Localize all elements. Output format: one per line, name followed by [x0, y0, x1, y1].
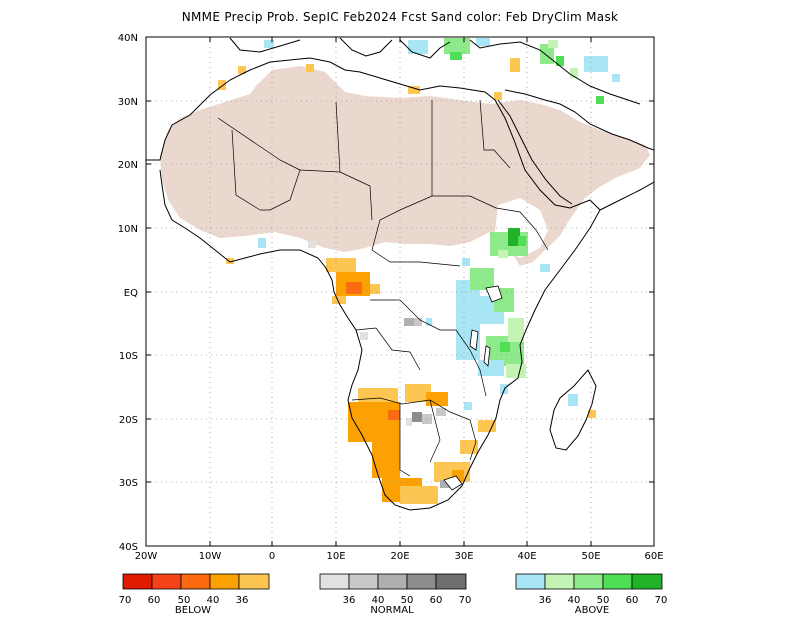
legend-tick: 36	[539, 595, 552, 606]
legend-swatch	[319, 573, 350, 590]
legend-tick: 50	[401, 595, 414, 606]
legend-swatch	[435, 573, 467, 590]
lat-label: 20N	[118, 160, 138, 171]
legend-tick: 60	[626, 595, 639, 606]
legend-swatch	[180, 573, 211, 590]
lat-label: EQ	[124, 288, 138, 299]
coastlines	[146, 37, 654, 511]
lat-label: 20S	[119, 415, 138, 426]
lon-label: 10E	[326, 551, 345, 562]
legend-swatch	[602, 573, 633, 590]
legend-tick: 60	[430, 595, 443, 606]
legend-swatch	[348, 573, 379, 590]
legend-normal: 36 40 50 60 70 NORMAL	[319, 573, 472, 616]
longitude-labels: 20W 10W 0 10E 20E 30E 40E 50E 60E	[135, 551, 664, 562]
legend-tick: 50	[597, 595, 610, 606]
legend-tick: 70	[655, 595, 668, 606]
legend-swatch	[573, 573, 604, 590]
great-lakes	[443, 285, 503, 491]
legend-tick: 70	[119, 595, 132, 606]
lon-label: 50E	[581, 551, 600, 562]
lon-label: 60E	[644, 551, 663, 562]
legend-swatch	[515, 573, 546, 590]
probability-cells	[218, 38, 620, 504]
legend-normal-label: NORMAL	[370, 605, 414, 616]
lon-label: 10W	[199, 551, 222, 562]
legend-tick: 40	[568, 595, 581, 606]
lat-label: 30N	[118, 97, 138, 108]
lat-label: 30S	[119, 478, 138, 489]
legend-swatch	[209, 573, 240, 590]
legend-swatch	[151, 573, 182, 590]
legend-swatch	[122, 573, 153, 590]
legend-swatch	[406, 573, 437, 590]
legend-tick: 40	[372, 595, 385, 606]
latitude-labels: 40N 30N 20N 10N EQ 10S 20S 30S 40S	[118, 33, 138, 553]
lon-label: 0	[269, 551, 275, 562]
legend-above-label: ABOVE	[575, 605, 609, 616]
legend-swatch	[631, 573, 663, 590]
lat-label: 40S	[119, 542, 138, 553]
lon-label: 40E	[517, 551, 536, 562]
legend-swatch	[238, 573, 270, 590]
lat-label: 40N	[118, 33, 138, 44]
lon-label: 20E	[390, 551, 409, 562]
legend-tick: 70	[459, 595, 472, 606]
legend-swatch	[377, 573, 408, 590]
axis-ticks	[145, 36, 655, 547]
legend-tick: 50	[178, 595, 191, 606]
legend-above: 36 40 50 60 70 ABOVE	[515, 573, 668, 616]
legend-below-label: BELOW	[175, 605, 211, 616]
map-title: NMME Precip Prob. SepIC Feb2024 Fcst San…	[181, 10, 619, 24]
legend-tick: 40	[207, 595, 220, 606]
lon-label: 20W	[135, 551, 158, 562]
legend-below: 70 60 50 40 36 BELOW	[119, 573, 270, 616]
lon-label: 30E	[454, 551, 473, 562]
legend-tick: 60	[148, 595, 161, 606]
legend-swatch	[544, 573, 575, 590]
legend-tick: 36	[343, 595, 356, 606]
country-borders	[217, 99, 549, 477]
legend-tick: 36	[236, 595, 249, 606]
lat-label: 10S	[119, 351, 138, 362]
lat-label: 10N	[118, 224, 138, 235]
